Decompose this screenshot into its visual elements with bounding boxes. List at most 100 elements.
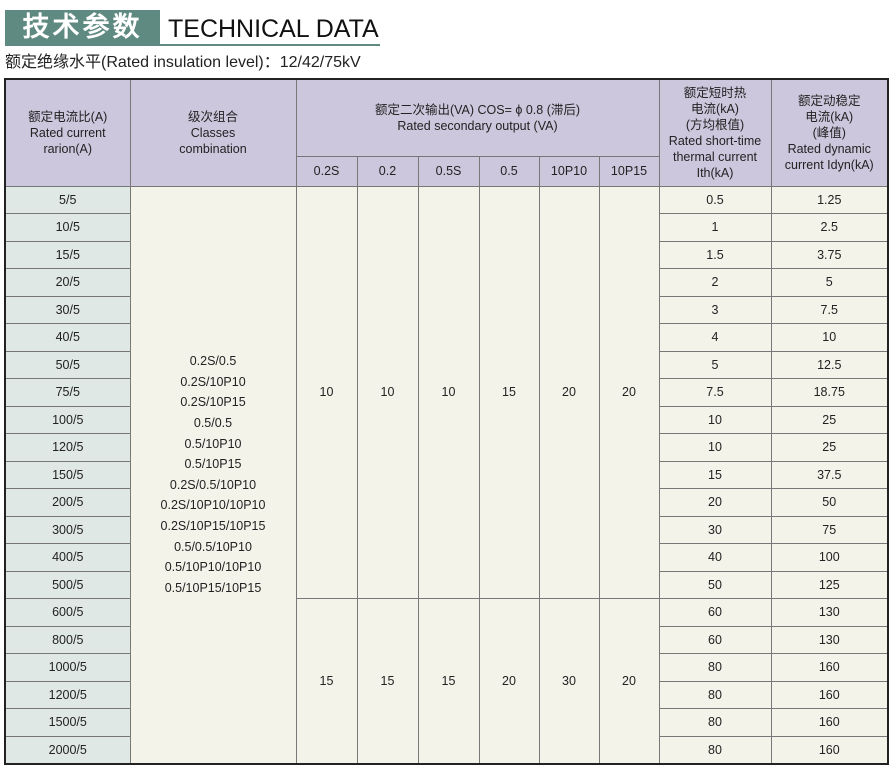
thermal-current-value: 2 [658, 268, 772, 297]
header-output-class: 0.5 [478, 155, 540, 187]
rated-output-value: 10 [356, 185, 419, 599]
table-row: 5/5 0.2S/0.5 0.2S/10P10 0.2S/10P15 0.5/0.5 0.… [4, 185, 889, 765]
table-row: 50/5 5 12.5 [4, 350, 889, 379]
thermal-current-value: 60 [658, 598, 772, 627]
insulation-level: 额定绝缘水平(Rated insulation level)：12/42/75k… [5, 54, 361, 71]
thermal-current-value: 10 [658, 433, 772, 462]
header-line: Rated dynamic [787, 141, 871, 156]
header-line: Rated secondary output (VA) [397, 118, 558, 133]
class-combination-item: 0.5/10P10 [184, 436, 242, 451]
thermal-current-value: 0.5 [658, 185, 772, 214]
rated-current-ratio: 1500/5 [4, 708, 131, 737]
table-row: 10/5 1 2.5 [4, 213, 889, 242]
rated-output-value: 15 [295, 598, 358, 765]
table-row: 2000/5 80 160 [4, 735, 889, 765]
rated-current-ratio: 100/5 [4, 405, 131, 434]
rated-output-value: 10 [295, 185, 358, 599]
dynamic-current-value: 125 [770, 570, 889, 599]
thermal-current-value: 30 [658, 515, 772, 544]
thermal-current-value: 80 [658, 653, 772, 682]
rated-current-ratio: 120/5 [4, 433, 131, 462]
thermal-current-value: 1 [658, 213, 772, 242]
technical-data-table: 额定电流比(A) Rated current rarion(A) 级次组合 Class… [4, 78, 889, 765]
table-row: 400/5 40 100 [4, 543, 889, 572]
header-line: 级次组合 [187, 109, 238, 124]
dynamic-current-value: 25 [770, 433, 889, 462]
dynamic-current-value: 25 [770, 405, 889, 434]
rated-current-ratio: 20/5 [4, 268, 131, 297]
header-output-class: 10P10 [538, 155, 600, 187]
thermal-current-value: 60 [658, 625, 772, 654]
rated-output-value: 10 [417, 185, 480, 599]
class-combination-item: 0.2S/0.5/10P10 [169, 477, 257, 492]
dynamic-current-value: 130 [770, 598, 889, 627]
thermal-current-value: 10 [658, 405, 772, 434]
dynamic-current-value: 12.5 [770, 350, 889, 379]
header-line: (方均根值) [685, 117, 745, 132]
class-combination-item: 0.5/0.5 [193, 415, 233, 430]
rated-output-value: 15 [478, 185, 540, 599]
class-combination-item: 0.2S/10P10 [180, 374, 246, 389]
rated-current-ratio: 40/5 [4, 323, 131, 352]
dynamic-current-value: 18.75 [770, 378, 889, 407]
dynamic-current-value: 1.25 [770, 185, 889, 214]
dynamic-current-value: 160 [770, 680, 889, 709]
dynamic-current-value: 160 [770, 735, 889, 765]
rated-current-ratio: 75/5 [4, 378, 131, 407]
rated-output-value: 20 [538, 185, 600, 599]
header-line: Rated current [29, 125, 106, 140]
header-classes: 级次组合 Classes combination [129, 78, 297, 187]
rated-output-value: 20 [598, 185, 660, 599]
thermal-current-value: 50 [658, 570, 772, 599]
header-output-class: 0.5S [417, 155, 480, 187]
header-line: thermal current [672, 149, 758, 164]
dynamic-current-value: 2.5 [770, 213, 889, 242]
dynamic-current-value: 7.5 [770, 295, 889, 324]
class-combination-item: 0.2S/10P15 [180, 395, 246, 410]
thermal-current-value: 80 [658, 680, 772, 709]
table-row: 15/5 1.5 3.75 [4, 240, 889, 269]
thermal-current-value: 15 [658, 460, 772, 489]
table-row: 100/5 10 25 [4, 405, 889, 434]
dynamic-current-value: 75 [770, 515, 889, 544]
header-line: (峰值) [812, 125, 846, 140]
dynamic-current-value: 37.5 [770, 460, 889, 489]
dynamic-current-value: 50 [770, 488, 889, 517]
table-row: 1500/5 80 160 [4, 708, 889, 737]
header-line: Rated short-time [668, 133, 762, 148]
rated-current-ratio: 1200/5 [4, 680, 131, 709]
table-row: 200/5 20 50 [4, 488, 889, 517]
rated-current-ratio: 800/5 [4, 625, 131, 654]
header-line: current Idyn(kA) [784, 157, 874, 172]
table-row: 800/5 60 130 [4, 625, 889, 654]
header-output-class: 10P15 [598, 155, 660, 187]
header-line: 额定电流比(A) [28, 109, 108, 124]
rated-current-ratio: 1000/5 [4, 653, 131, 682]
class-combination-item: 0.5/0.5/10P10 [174, 539, 252, 554]
dynamic-current-value: 5 [770, 268, 889, 297]
rated-current-ratio: 400/5 [4, 543, 131, 572]
header-line: 电流(kA) [691, 101, 739, 116]
table-row: 600/5 15 15 15 20 30 20 60 130 [4, 598, 889, 765]
class-combination-item: 0.2S/0.5 [189, 354, 237, 369]
rated-current-ratio: 50/5 [4, 350, 131, 379]
thermal-current-value: 5 [658, 350, 772, 379]
dynamic-current-value: 130 [770, 625, 889, 654]
rated-current-ratio: 600/5 [4, 598, 131, 627]
header-line: Ith(kA) [696, 165, 734, 180]
rated-current-ratio: 30/5 [4, 295, 131, 324]
dynamic-current-value: 10 [770, 323, 889, 352]
header-line: 电流(kA) [805, 109, 854, 124]
dynamic-current-value: 160 [770, 653, 889, 682]
rated-output-value: 15 [417, 598, 480, 765]
class-combination-item: 0.2S/10P15/10P15 [160, 518, 266, 533]
rated-current-ratio: 15/5 [4, 240, 131, 269]
header-line: 额定二次输出(VA) COS= ϕ 0.8 (滞后) [374, 102, 581, 117]
thermal-current-value: 7.5 [658, 378, 772, 407]
rated-current-ratio: 500/5 [4, 570, 131, 599]
class-combination-item: 0.5/10P15/10P15 [164, 580, 262, 595]
table-row: 500/5 50 125 [4, 570, 889, 599]
class-combination-item: 0.2S/10P10/10P10 [160, 498, 266, 513]
table-row: 300/5 30 75 [4, 515, 889, 544]
class-combination-item: 0.5/10P15 [184, 457, 242, 472]
